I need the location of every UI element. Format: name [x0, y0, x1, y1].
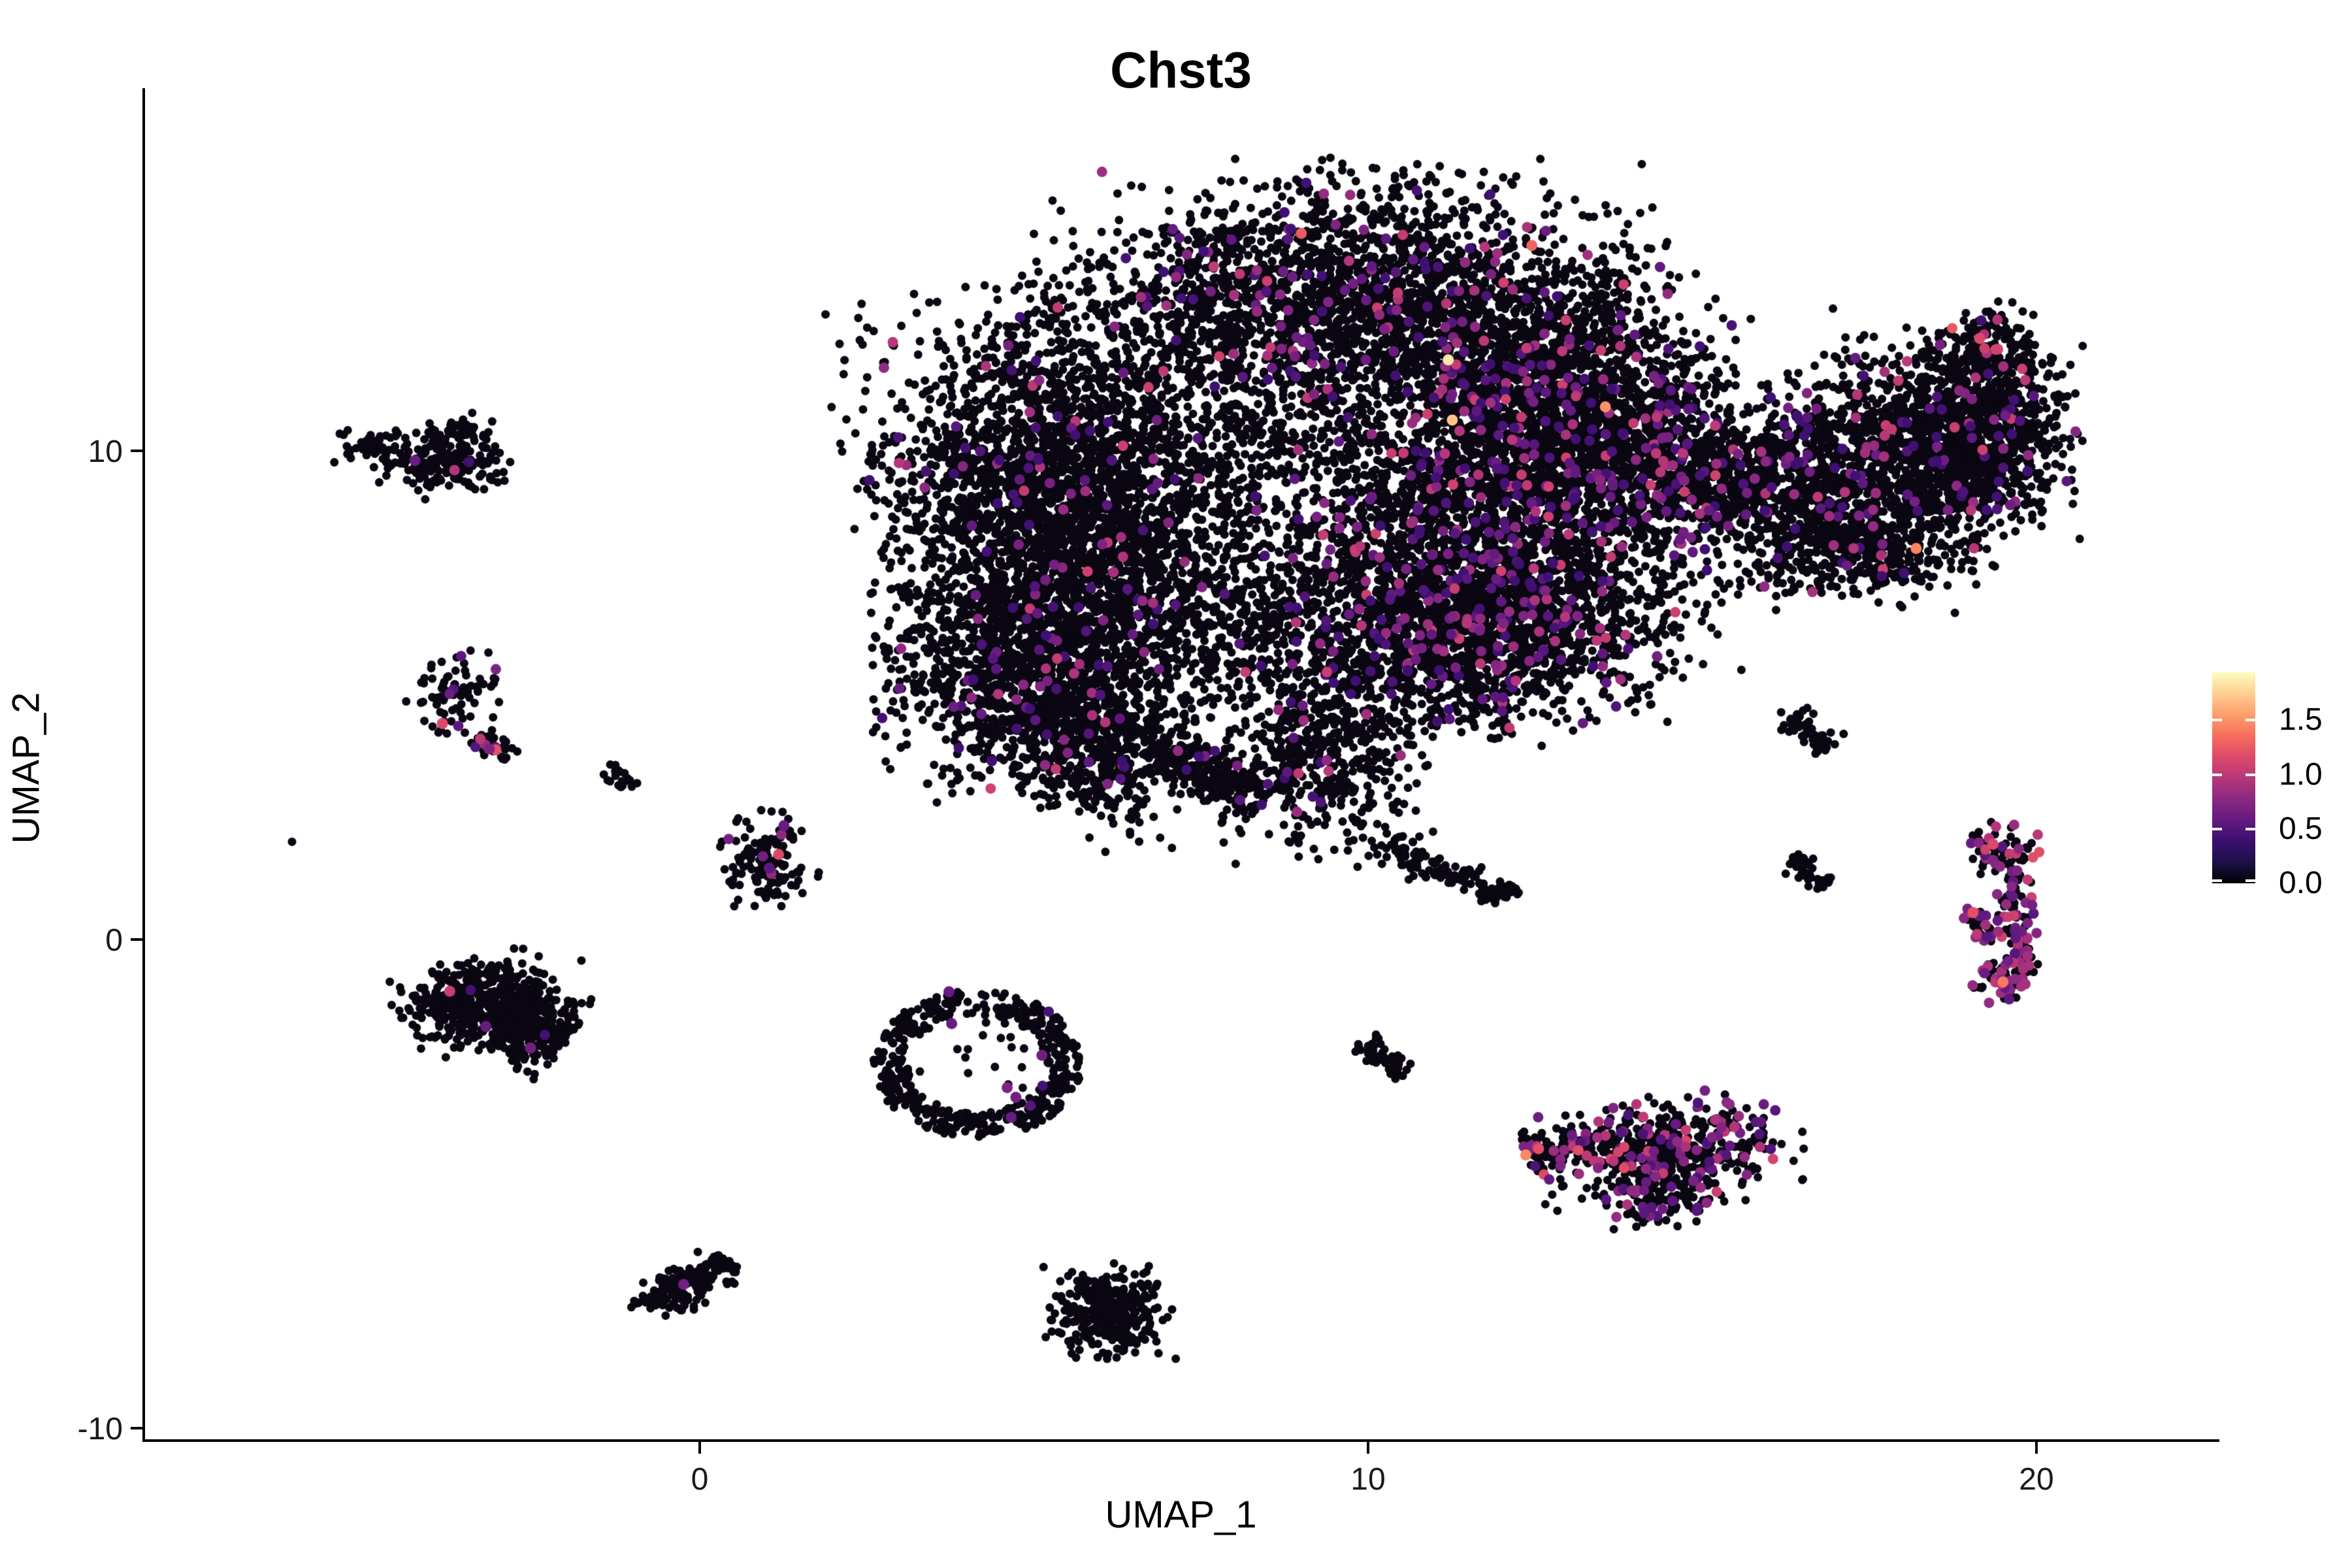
x-tick-label: 10: [1350, 1462, 1386, 1497]
y-axis-title: UMAP_2: [5, 692, 48, 844]
y-tick-mark: [131, 938, 142, 941]
legend-tick-mark: [2212, 827, 2222, 830]
x-axis-title: UMAP_1: [1105, 1494, 1257, 1536]
legend-colorbar: [2212, 672, 2255, 883]
y-tick-label: 0: [105, 923, 123, 958]
y-tick-label: 10: [88, 434, 123, 469]
y-tick-label: -10: [77, 1412, 123, 1446]
x-axis-line: [142, 1439, 2219, 1442]
legend-tick-mark: [2246, 879, 2255, 882]
legend-tick-mark: [2246, 827, 2255, 830]
y-axis-line: [142, 88, 145, 1442]
x-tick-mark: [2035, 1442, 2038, 1454]
legend-tick-label: 0.5: [2279, 811, 2323, 846]
y-tick-mark: [131, 449, 142, 452]
x-tick-mark: [698, 1442, 701, 1454]
legend-tick-mark: [2246, 719, 2255, 722]
legend-tick-mark: [2246, 773, 2255, 776]
x-tick-label: 20: [2019, 1462, 2054, 1497]
legend-tick-label: 0.0: [2279, 866, 2323, 900]
x-tick-label: 0: [691, 1462, 709, 1497]
legend-tick-mark: [2212, 879, 2222, 882]
legend-tick-label: 1.0: [2279, 757, 2323, 792]
legend-tick-mark: [2212, 719, 2222, 722]
y-tick-mark: [131, 1427, 142, 1429]
plot-title: Chst3: [1110, 41, 1252, 99]
legend-tick-mark: [2212, 773, 2222, 776]
legend-tick-label: 1.5: [2279, 702, 2323, 738]
x-tick-mark: [1367, 1442, 1369, 1454]
